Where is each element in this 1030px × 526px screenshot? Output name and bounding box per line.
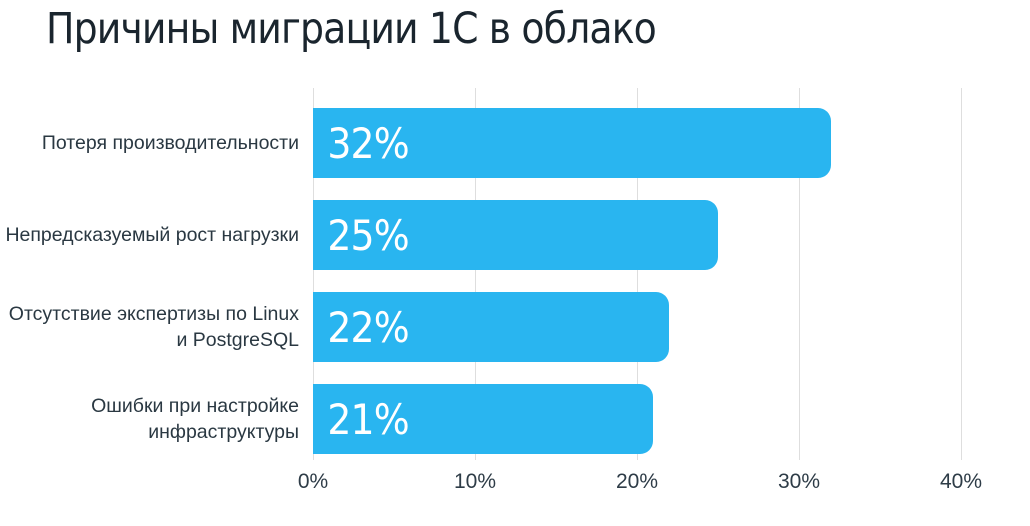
page-title: Причины миграции 1С в облако <box>46 4 657 54</box>
bar-value-label: 32% <box>327 118 409 168</box>
bar-value-label: 21% <box>327 394 409 444</box>
bar-track: 22% <box>313 292 961 362</box>
chart-row: Потеря производительности 32% <box>0 97 961 189</box>
x-tick-label: 20% <box>615 470 659 493</box>
x-axis: 0% 10% 20% 30% 40% <box>298 470 982 500</box>
bar: 22% <box>313 292 670 362</box>
x-tick-label: 30% <box>777 470 821 493</box>
chart-row: Ошибки при настройке инфраструктуры 21% <box>0 373 961 465</box>
gridline <box>636 88 638 460</box>
gridline <box>960 88 962 460</box>
gridlines <box>312 88 962 460</box>
bar: 25% <box>313 200 718 270</box>
category-label: Ошибки при настройке инфраструктуры <box>91 395 299 443</box>
gridline <box>474 88 476 460</box>
x-tick-label: 0% <box>297 470 329 493</box>
x-tick-label: 10% <box>453 470 497 493</box>
bar-track: 21% <box>313 384 961 454</box>
gridline <box>312 88 314 460</box>
bar-value-label: 22% <box>327 302 409 352</box>
bar-track: 32% <box>313 108 961 178</box>
chart-row: Отсутствие экспертизы по Linux и Postgre… <box>0 281 961 373</box>
bar-value-label: 25% <box>327 210 409 260</box>
category-label: Потеря производительности <box>41 132 299 154</box>
chart-row: Непредсказуемый рост нагрузки 25% <box>0 189 961 281</box>
bar-track: 25% <box>313 200 961 270</box>
gridline <box>798 88 800 460</box>
category-label: Отсутствие экспертизы по Linux и Postgre… <box>8 303 299 351</box>
bar: 21% <box>313 384 654 454</box>
x-tick-label: 40% <box>939 470 983 493</box>
chart-rows: Потеря производительности 32% Непредсказуе… <box>0 97 961 465</box>
bar: 32% <box>313 108 832 178</box>
category-label: Непредсказуемый рост нагрузки <box>5 224 299 246</box>
